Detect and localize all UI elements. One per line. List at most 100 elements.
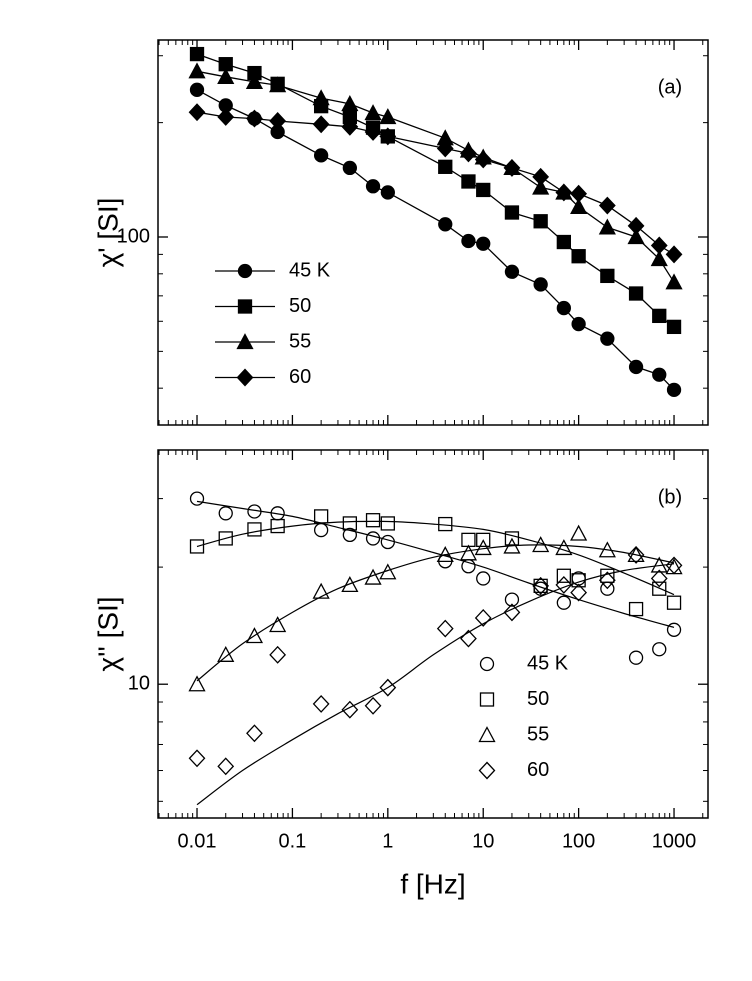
data-point <box>218 506 233 521</box>
data-point <box>312 582 330 599</box>
data-point <box>460 144 477 163</box>
legend-label: 50 <box>289 295 311 317</box>
data-point <box>188 675 206 692</box>
data-point <box>652 642 667 657</box>
data-point <box>364 123 382 141</box>
data-point <box>461 233 476 249</box>
x-tick-label: 1 <box>382 830 393 852</box>
data-point <box>438 516 453 532</box>
legend-marker <box>237 299 253 314</box>
data-point <box>380 534 395 550</box>
data-point <box>666 319 682 335</box>
data-point <box>246 109 263 128</box>
panel-label: (a) <box>658 76 682 98</box>
data-point <box>341 576 359 593</box>
data-point <box>652 581 667 596</box>
data-point <box>217 757 235 776</box>
data-point <box>247 504 262 519</box>
data-point <box>556 300 572 316</box>
data-point <box>666 595 682 610</box>
data-point <box>476 571 491 586</box>
data-point <box>379 563 397 580</box>
data-point <box>665 245 683 264</box>
data-point <box>652 308 667 324</box>
data-point <box>504 531 520 546</box>
data-point <box>436 139 454 158</box>
legend-label: 55 <box>527 723 549 745</box>
legend-marker <box>479 692 495 707</box>
x-tick-label: 100 <box>562 830 595 852</box>
x-tick-label: 0.01 <box>178 830 217 852</box>
data-point <box>556 568 572 583</box>
data-point <box>474 539 492 556</box>
data-point <box>570 583 588 602</box>
data-point <box>533 578 548 593</box>
data-point <box>650 236 668 255</box>
data-point <box>476 532 491 548</box>
data-point <box>504 205 520 220</box>
data-point <box>598 196 616 215</box>
data-point <box>460 629 477 648</box>
data-point <box>652 367 667 382</box>
data-point <box>627 228 645 245</box>
data-point <box>665 273 683 290</box>
data-point <box>365 531 381 546</box>
legend-marker <box>236 333 254 350</box>
data-point <box>532 536 550 553</box>
data-point <box>627 216 645 235</box>
data-point <box>571 316 586 332</box>
data-point <box>503 537 521 554</box>
data-point <box>380 516 395 531</box>
data-point <box>189 46 205 62</box>
data-point <box>270 518 285 534</box>
data-point <box>598 541 616 558</box>
data-point <box>365 513 381 528</box>
data-point <box>627 546 645 563</box>
data-point <box>379 678 397 697</box>
data-point <box>379 108 397 125</box>
data-point <box>461 174 476 189</box>
data-point <box>555 539 573 556</box>
data-point <box>364 568 382 585</box>
data-point <box>600 331 615 346</box>
legend-marker <box>479 656 495 672</box>
data-point <box>364 104 382 121</box>
data-point <box>188 749 206 768</box>
legend-label: 55 <box>289 330 311 352</box>
data-point <box>476 236 491 251</box>
data-point <box>628 359 644 375</box>
data-point <box>245 627 264 644</box>
data-point <box>600 268 615 284</box>
data-point <box>628 601 644 617</box>
x-tick-label: 1000 <box>652 830 697 852</box>
data-point <box>217 67 235 84</box>
data-point <box>189 539 205 554</box>
legend-label: 45 K <box>527 652 569 674</box>
data-point <box>459 544 478 561</box>
data-point <box>666 382 682 397</box>
data-point <box>313 509 329 524</box>
data-point <box>379 127 397 146</box>
y-tick-label: 100 <box>117 225 150 247</box>
x-tick-label: 10 <box>472 830 494 852</box>
data-point <box>246 724 263 743</box>
data-point <box>342 516 358 531</box>
fit-curve <box>196 520 675 596</box>
data-point <box>474 150 492 169</box>
data-point <box>474 609 492 627</box>
data-point <box>533 214 548 229</box>
legend-label: 50 <box>527 688 549 710</box>
data-point <box>188 103 206 122</box>
data-point <box>555 183 573 202</box>
data-point <box>341 700 359 719</box>
data-point <box>217 108 235 126</box>
fit-curve <box>196 563 675 806</box>
data-point <box>341 95 359 112</box>
legend-marker <box>478 761 496 780</box>
fit-curve <box>196 500 675 628</box>
data-point <box>312 89 330 106</box>
data-point <box>503 603 521 622</box>
data-point <box>436 619 454 638</box>
